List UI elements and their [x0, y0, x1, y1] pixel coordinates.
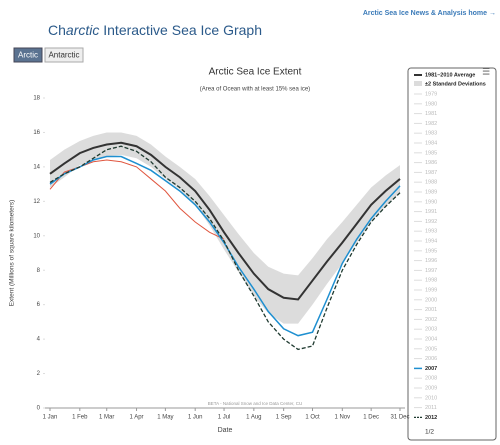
legend-label: ±2 Standard Deviations: [425, 81, 486, 87]
series-line: [49, 145, 401, 351]
legend-label: 1997: [425, 268, 437, 274]
y-tick-label: 14: [33, 164, 40, 170]
series-line: [49, 141, 401, 301]
legend-label: 1993: [425, 229, 437, 235]
legend-label: 1987: [425, 170, 437, 176]
x-tick-label: 1 Oct: [305, 415, 320, 421]
legend-label: 1995: [425, 248, 437, 254]
x-tick-label: 1 Jun: [188, 415, 203, 421]
legend-label: 1992: [425, 219, 437, 225]
y-tick-label: 2: [37, 371, 41, 377]
series-line: [49, 155, 401, 337]
y-tick-label: 4: [37, 337, 41, 343]
legend-label: 1982: [425, 121, 437, 127]
legend-label: 2008: [425, 376, 437, 382]
x-tick-label: 1 May: [157, 415, 173, 421]
legend-label: 2010: [425, 395, 437, 401]
title-part: arctic: [66, 22, 99, 38]
title-part: Ch: [48, 22, 66, 38]
y-tick-label: 10: [33, 233, 40, 239]
legend-label: 2001: [425, 307, 437, 313]
legend-label: 2012: [425, 415, 437, 421]
legend-label: 2006: [425, 356, 437, 362]
y-tick-label: 8: [37, 268, 41, 274]
chart-subtitle: (Area of Ocean with at least 15% sea ice…: [200, 87, 310, 93]
title-part: Interactive Sea Ice Graph: [99, 22, 262, 38]
credit: BETA - National Snow and Ice Data Center…: [208, 401, 302, 406]
legend-label: 2011: [425, 405, 437, 411]
legend-label: 1983: [425, 131, 437, 137]
y-tick-label: 12: [33, 199, 40, 205]
legend-label: 1990: [425, 199, 437, 205]
legend-label: 1981: [425, 111, 437, 117]
tab-active[interactable]: [13, 47, 43, 63]
legend-label: 2004: [425, 336, 437, 342]
legend-label: 1989: [425, 189, 437, 195]
x-tick-label: 1 Nov: [334, 415, 350, 421]
chart-title: Arctic Sea Ice Extent: [209, 67, 302, 78]
legend-label: 2005: [425, 346, 437, 352]
x-tick-label: 1 Apr: [130, 415, 144, 421]
x-tick-label: 1 Dec: [363, 415, 379, 421]
legend-label: 1996: [425, 258, 437, 264]
y-tick-label: 18: [33, 96, 40, 102]
legend-swatch: [414, 81, 422, 86]
page-title: Charctic Interactive Sea Ice Graph: [48, 22, 262, 38]
tab[interactable]: [44, 47, 84, 63]
home-link[interactable]: Arctic Sea Ice News & Analysis home →: [363, 10, 496, 17]
legend-menu[interactable]: ☰: [482, 66, 490, 76]
x-axis-title: Date: [218, 427, 233, 434]
y-tick-label: 16: [33, 130, 40, 136]
x-tick-label: 1 Jan: [43, 415, 58, 421]
std-band: [50, 132, 400, 324]
x-tick-label: 1 Jul: [218, 415, 231, 421]
legend-label: 1979: [425, 91, 437, 97]
legend-label: 1988: [425, 180, 437, 186]
legend-box: [407, 67, 497, 441]
legend-label: 1985: [425, 150, 437, 156]
legend-pager[interactable]: 1/2: [425, 429, 434, 436]
legend-label: 2009: [425, 385, 437, 391]
legend-label: 1994: [425, 238, 437, 244]
legend-label: 1998: [425, 278, 437, 284]
x-tick-label: 1 Feb: [72, 415, 88, 421]
legend-label: 2002: [425, 317, 437, 323]
y-tick-label: 6: [37, 302, 41, 308]
legend-label: 2003: [425, 327, 437, 333]
legend-label: 2000: [425, 297, 437, 303]
legend-label: 1986: [425, 160, 437, 166]
x-tick-label: 1 Sep: [276, 415, 292, 421]
y-axis-title: Extent (Millions of square kilometers): [9, 200, 16, 307]
tab-label[interactable]: Arctic: [18, 51, 38, 60]
legend-label: 1991: [425, 209, 437, 215]
tab-label[interactable]: Antarctic: [48, 51, 79, 60]
legend-label: 1984: [425, 140, 437, 146]
x-tick-label: 31 Dec: [390, 415, 409, 421]
x-tick-label: 1 Mar: [99, 415, 114, 421]
legend-label: 2007: [425, 366, 437, 372]
legend-label: 1999: [425, 287, 437, 293]
legend-label: 1981–2010 Average: [425, 72, 475, 78]
y-tick-label: 0: [37, 406, 41, 412]
legend-label: 1980: [425, 101, 437, 107]
x-tick-label: 1 Aug: [246, 415, 261, 421]
